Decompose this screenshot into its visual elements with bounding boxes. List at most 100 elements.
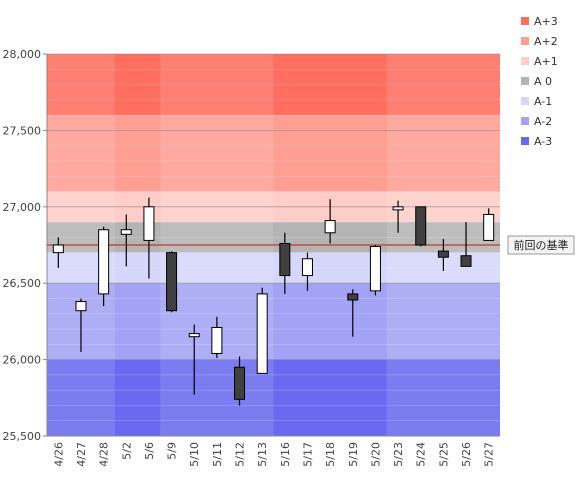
y-tick-label: 26,500 bbox=[3, 277, 42, 290]
x-tick-label: 4/27 bbox=[75, 442, 88, 467]
candle-5-11 bbox=[211, 316, 223, 359]
x-tick-label: 5/9 bbox=[166, 442, 179, 460]
candle-5-26 bbox=[460, 222, 472, 267]
candle-layer bbox=[52, 197, 495, 406]
candle-5-6 bbox=[143, 197, 155, 279]
legend-item: A+2 bbox=[521, 35, 558, 48]
candle-5-9 bbox=[166, 251, 178, 313]
x-tick-label: 4/28 bbox=[98, 442, 111, 467]
candle-5-2 bbox=[120, 214, 132, 267]
band-aminus1 bbox=[47, 252, 500, 284]
reference-label: 前回の基準 bbox=[514, 238, 569, 252]
y-tick-label: 27,000 bbox=[3, 201, 42, 214]
x-tick-label: 5/17 bbox=[301, 442, 314, 467]
band-aminus2 bbox=[47, 283, 500, 360]
x-tick-label: 5/23 bbox=[392, 442, 405, 467]
candle-body-up bbox=[392, 206, 404, 211]
candle-5-16 bbox=[279, 232, 291, 294]
legend-item: A+1 bbox=[521, 55, 558, 68]
x-tick-label: 5/16 bbox=[279, 442, 292, 467]
x-tick-label: 5/18 bbox=[324, 442, 337, 467]
candle-body-up bbox=[188, 333, 200, 338]
x-tick-label: 4/26 bbox=[52, 442, 65, 467]
reference-label-box bbox=[507, 235, 575, 255]
candle-5-27 bbox=[483, 208, 495, 241]
x-tick-label: 5/27 bbox=[483, 442, 496, 467]
legend-item: A-2 bbox=[521, 115, 552, 128]
x-tick-label: 5/20 bbox=[369, 442, 382, 467]
x-tick-label: 5/24 bbox=[415, 442, 428, 467]
axis-layer: 25,500 26,000 26,500 27,000 27,500 28,000 bbox=[3, 48, 500, 443]
legend-item: A-3 bbox=[521, 135, 552, 148]
candle-body-up bbox=[211, 327, 223, 354]
candle-body-up bbox=[369, 246, 381, 292]
candle-5-18 bbox=[324, 199, 336, 244]
legend-label: A-1 bbox=[534, 95, 552, 108]
legend-swatch bbox=[521, 17, 529, 25]
x-tick-label: 5/2 bbox=[120, 442, 133, 460]
candle-body-up bbox=[256, 293, 268, 374]
candle-body-up bbox=[120, 229, 132, 235]
candle-body-up bbox=[52, 244, 64, 254]
candle-body-down bbox=[460, 255, 472, 267]
x-tick-label: 5/26 bbox=[460, 442, 473, 467]
candle-5-20 bbox=[369, 245, 381, 296]
legend-swatch bbox=[521, 137, 529, 145]
legend-label: A+2 bbox=[534, 35, 558, 48]
legend-label: A 0 bbox=[534, 75, 552, 88]
legend-label: A+3 bbox=[534, 15, 558, 28]
candle-5-19 bbox=[347, 289, 359, 337]
legend-label: A+1 bbox=[534, 55, 558, 68]
y-tick-label: 28,000 bbox=[3, 48, 42, 61]
x-tick-label: 5/12 bbox=[234, 442, 247, 467]
candle-body-up bbox=[75, 301, 87, 312]
candle-body-up bbox=[301, 258, 313, 277]
legend-swatch bbox=[521, 57, 529, 65]
candle-body-up bbox=[98, 229, 110, 295]
legend-label: A-3 bbox=[534, 135, 552, 148]
candle-body-down bbox=[279, 242, 291, 277]
candle-5-17 bbox=[301, 252, 313, 291]
candle-5-10 bbox=[188, 324, 200, 395]
candle-body-up bbox=[143, 206, 155, 241]
band-aminus3 bbox=[47, 359, 500, 436]
candle-body-up bbox=[324, 220, 336, 234]
legend-label: A-2 bbox=[534, 115, 552, 128]
candle-body-down bbox=[347, 293, 359, 301]
candle-body-up bbox=[483, 213, 495, 241]
legend-item: A+3 bbox=[521, 15, 558, 28]
candle-4-27 bbox=[75, 298, 87, 352]
y-tick-label: 27,500 bbox=[3, 124, 42, 137]
legend-swatch bbox=[521, 37, 529, 45]
x-tick-label: 5/13 bbox=[256, 442, 269, 467]
candle-5-23 bbox=[392, 200, 404, 233]
x-tick-label: 5/25 bbox=[437, 442, 450, 467]
legend-item: A 0 bbox=[521, 75, 552, 88]
legend-swatch bbox=[521, 97, 529, 105]
y-tick-label: 26,000 bbox=[3, 354, 42, 367]
legend-swatch bbox=[521, 117, 529, 125]
band-aplus2 bbox=[47, 115, 500, 192]
candle-4-26 bbox=[52, 237, 64, 268]
y-tick-label: 25,500 bbox=[3, 430, 42, 443]
band-aplus3 bbox=[47, 54, 500, 116]
candle-4-28 bbox=[98, 226, 110, 307]
x-tick-label-layer: 4/26 4/27 4/28 5/2 5/6 5/9 5/10 5/11 5/12 5/13 5/1… bbox=[52, 442, 495, 467]
candle-5-13 bbox=[256, 287, 268, 374]
candle-body-down bbox=[166, 252, 178, 312]
candle-body-down bbox=[234, 366, 246, 400]
candle-body-down bbox=[415, 206, 427, 246]
legend: A+3 A+2 A+1 A 0 A-1 A-2 A-3 bbox=[521, 15, 558, 148]
x-tick-label: 5/10 bbox=[188, 442, 201, 467]
candle-5-12 bbox=[234, 356, 246, 406]
x-tick-label: 5/6 bbox=[143, 442, 156, 460]
x-tick-label: 5/19 bbox=[347, 442, 360, 467]
candle-5-25 bbox=[437, 238, 449, 271]
legend-swatch bbox=[521, 77, 529, 85]
x-tick-label: 5/11 bbox=[211, 442, 224, 467]
candle-5-24 bbox=[415, 206, 427, 247]
legend-item: A-1 bbox=[521, 95, 552, 108]
candle-body-down bbox=[437, 250, 449, 258]
